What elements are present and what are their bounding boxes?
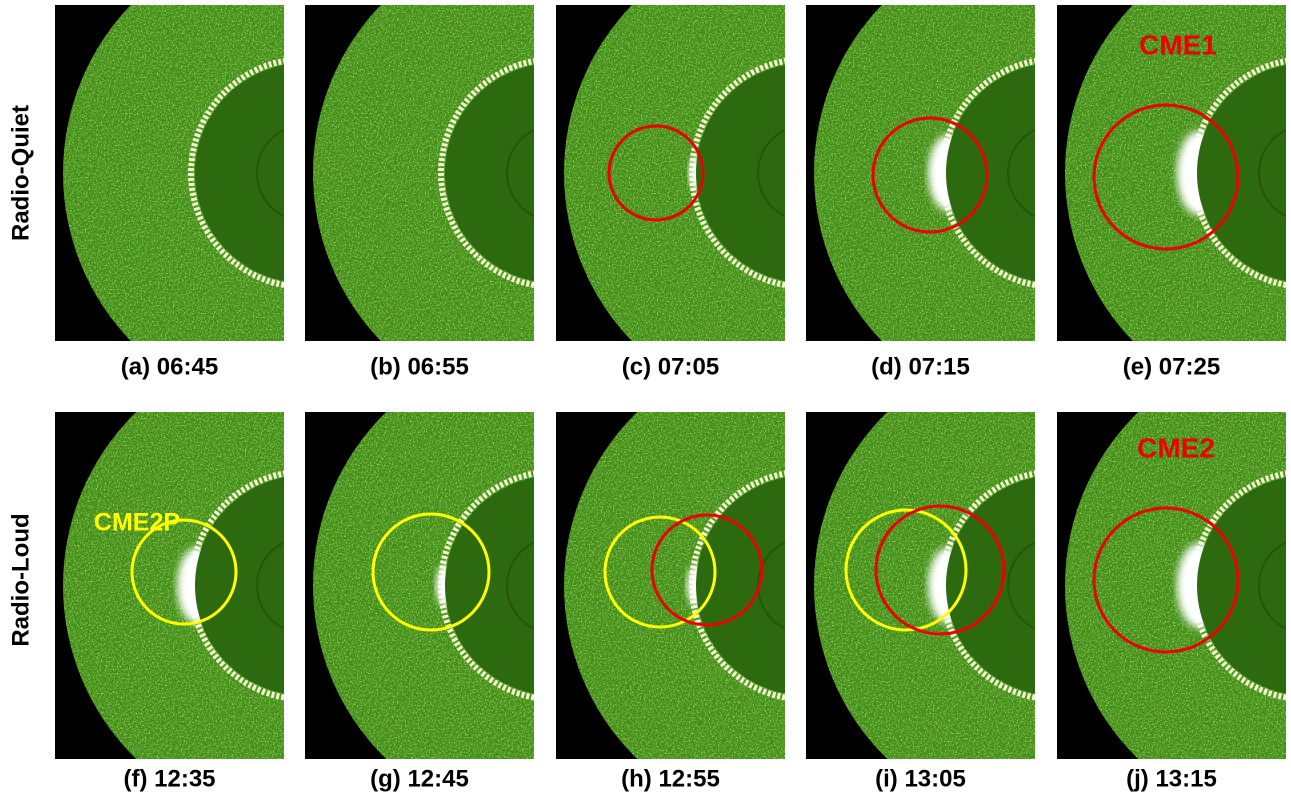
panel-caption: (a) 06:45	[121, 353, 218, 380]
cme-annotation: CME2P	[94, 509, 180, 537]
panel-caption: (j) 13:15	[1126, 765, 1217, 792]
panel-caption: (b) 06:55	[370, 353, 469, 380]
cme-annotation: CME1	[1139, 29, 1217, 60]
panel-caption: (i) 13:05	[875, 765, 966, 792]
panel-caption: (e) 07:25	[1123, 353, 1220, 380]
row-label: Radio-Loud	[7, 513, 34, 646]
cme-annotation: CME2	[1137, 432, 1215, 463]
panel-caption: (f) 12:35	[123, 765, 215, 792]
panel-caption: (c) 07:05	[622, 353, 719, 380]
panel-caption: (g) 12:45	[370, 765, 469, 792]
panel-caption: (d) 07:15	[871, 353, 970, 380]
panel-caption: (h) 12:55	[621, 765, 720, 792]
row-label: Radio-Quiet	[7, 105, 34, 241]
figure: Radio-Quiet (a) 06:45 (b) 06:55 (c) 07:05 (d…	[0, 0, 1291, 798]
image-panel	[1057, 412, 1291, 759]
